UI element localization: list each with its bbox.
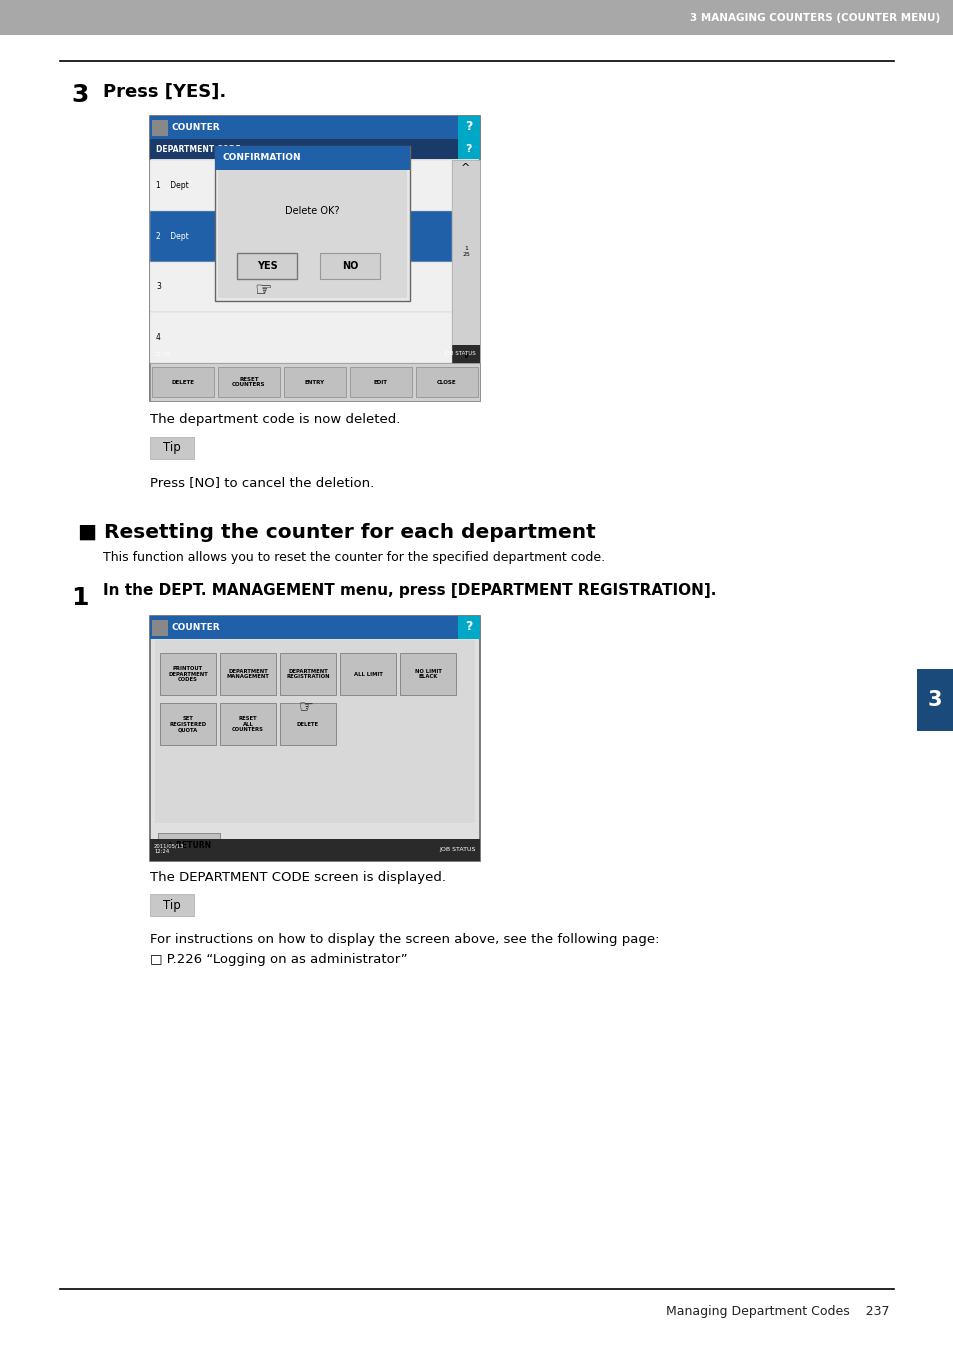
Text: DEPARTMENT
REGISTRATION: DEPARTMENT REGISTRATION [286,669,330,680]
Bar [152,620,168,636]
Text: ^: ^ [461,163,470,173]
Bar [150,159,452,363]
Text: 1    Dept: 1 Dept [156,181,189,190]
Bar [416,367,477,397]
Text: PRINTOUT
DEPARTMENT
CODES: PRINTOUT DEPARTMENT CODES [168,666,208,682]
Text: ?: ? [465,120,472,134]
Bar [150,616,479,639]
Bar [150,262,452,312]
Text: CONFIRMATION: CONFIRMATION [223,154,301,162]
Bar [152,120,168,136]
Bar [160,653,215,694]
Text: Tip: Tip [163,898,181,912]
Bar [150,159,452,211]
Bar [150,839,479,861]
Text: ■ Resetting the counter for each department: ■ Resetting the counter for each departm… [78,523,595,542]
Bar [152,367,213,397]
Bar [150,436,193,459]
Text: RESET
ALL
COUNTERS: RESET ALL COUNTERS [232,716,264,732]
Text: ALL LIMIT: ALL LIMIT [354,671,382,677]
Bar [452,159,479,363]
Text: DEPARTMENT CODE: DEPARTMENT CODE [156,145,240,154]
Text: ↑ RETURN: ↑ RETURN [167,840,211,850]
Text: Press [YES].: Press [YES]. [103,82,226,101]
Bar [0,0,953,35]
Bar [150,139,457,159]
Text: RESET
COUNTERS: RESET COUNTERS [232,377,266,388]
Bar [214,146,410,301]
Bar [218,170,407,299]
Bar [280,653,335,694]
Bar [158,834,220,857]
Text: □ P.226 “Logging on as administrator”: □ P.226 “Logging on as administrator” [150,952,407,966]
Bar [154,640,475,823]
Text: 3: 3 [71,82,89,107]
Bar [150,363,479,401]
Bar [160,703,215,744]
Bar [150,116,479,401]
Text: For instructions on how to display the screen above, see the following page:: For instructions on how to display the s… [150,934,659,946]
Text: Delete OK?: Delete OK? [285,205,339,216]
Text: 3: 3 [156,282,161,292]
Text: DEPARTMENT
MANAGEMENT: DEPARTMENT MANAGEMENT [226,669,269,680]
Bar [150,345,479,363]
Bar [284,367,346,397]
Bar [457,139,479,159]
Text: 4: 4 [156,334,161,342]
Text: Press [NO] to cancel the deletion.: Press [NO] to cancel the deletion. [150,476,374,489]
Bar [236,253,296,280]
Text: 3 MANAGING COUNTERS (COUNTER MENU): 3 MANAGING COUNTERS (COUNTER MENU) [689,14,939,23]
Bar [280,703,335,744]
Text: NO LIMIT
BLACK: NO LIMIT BLACK [415,669,441,680]
Text: Tip: Tip [163,442,181,454]
Text: The department code is now deleted.: The department code is now deleted. [150,413,400,426]
Bar [220,703,275,744]
Text: ?: ? [465,620,472,634]
Text: In the DEPT. MANAGEMENT menu, press [DEPARTMENT REGISTRATION].: In the DEPT. MANAGEMENT menu, press [DEP… [103,584,716,598]
Text: EDIT: EDIT [374,380,388,385]
Bar [457,616,479,639]
Bar [220,653,275,694]
Text: CLOSE: CLOSE [436,380,456,385]
Text: 3: 3 [926,690,942,711]
Bar [150,616,479,861]
Bar [319,253,379,280]
Text: 1: 1 [71,586,89,611]
Text: JOB STATUS: JOB STATUS [444,351,476,357]
Text: DELETE: DELETE [296,721,318,727]
Bar [214,146,410,170]
Text: 1
25: 1 25 [461,246,470,257]
Text: DELETE: DELETE [172,380,194,385]
Text: 2011/05/13
12:24: 2011/05/13 12:24 [153,843,184,854]
Text: NO: NO [341,261,357,272]
Bar [150,211,452,262]
Bar [150,312,452,363]
Bar [339,653,395,694]
Text: COUNTER: COUNTER [172,123,220,131]
Text: 12:33: 12:33 [153,351,170,357]
Bar [399,653,456,694]
Text: ?: ? [465,145,472,154]
Text: YES: YES [256,261,277,272]
Text: This function allows you to reset the counter for the specified department code.: This function allows you to reset the co… [103,551,604,563]
Text: The DEPARTMENT CODE screen is displayed.: The DEPARTMENT CODE screen is displayed. [150,871,446,884]
Text: COUNTER: COUNTER [172,623,220,631]
Bar [150,894,193,916]
Text: v: v [462,350,469,359]
Bar [218,367,280,397]
Bar [150,116,479,139]
Text: ☞: ☞ [254,281,272,300]
Bar [916,669,953,731]
Text: 2    Dept: 2 Dept [156,231,189,240]
Bar [457,116,479,139]
Text: ENTRY: ENTRY [305,380,325,385]
Text: ☞: ☞ [298,698,314,716]
Text: SET
REGISTERED
QUOTA: SET REGISTERED QUOTA [170,716,207,732]
Text: JOB STATUS: JOB STATUS [439,847,476,852]
Text: Managing Department Codes    237: Managing Department Codes 237 [666,1305,889,1317]
Bar [350,367,412,397]
